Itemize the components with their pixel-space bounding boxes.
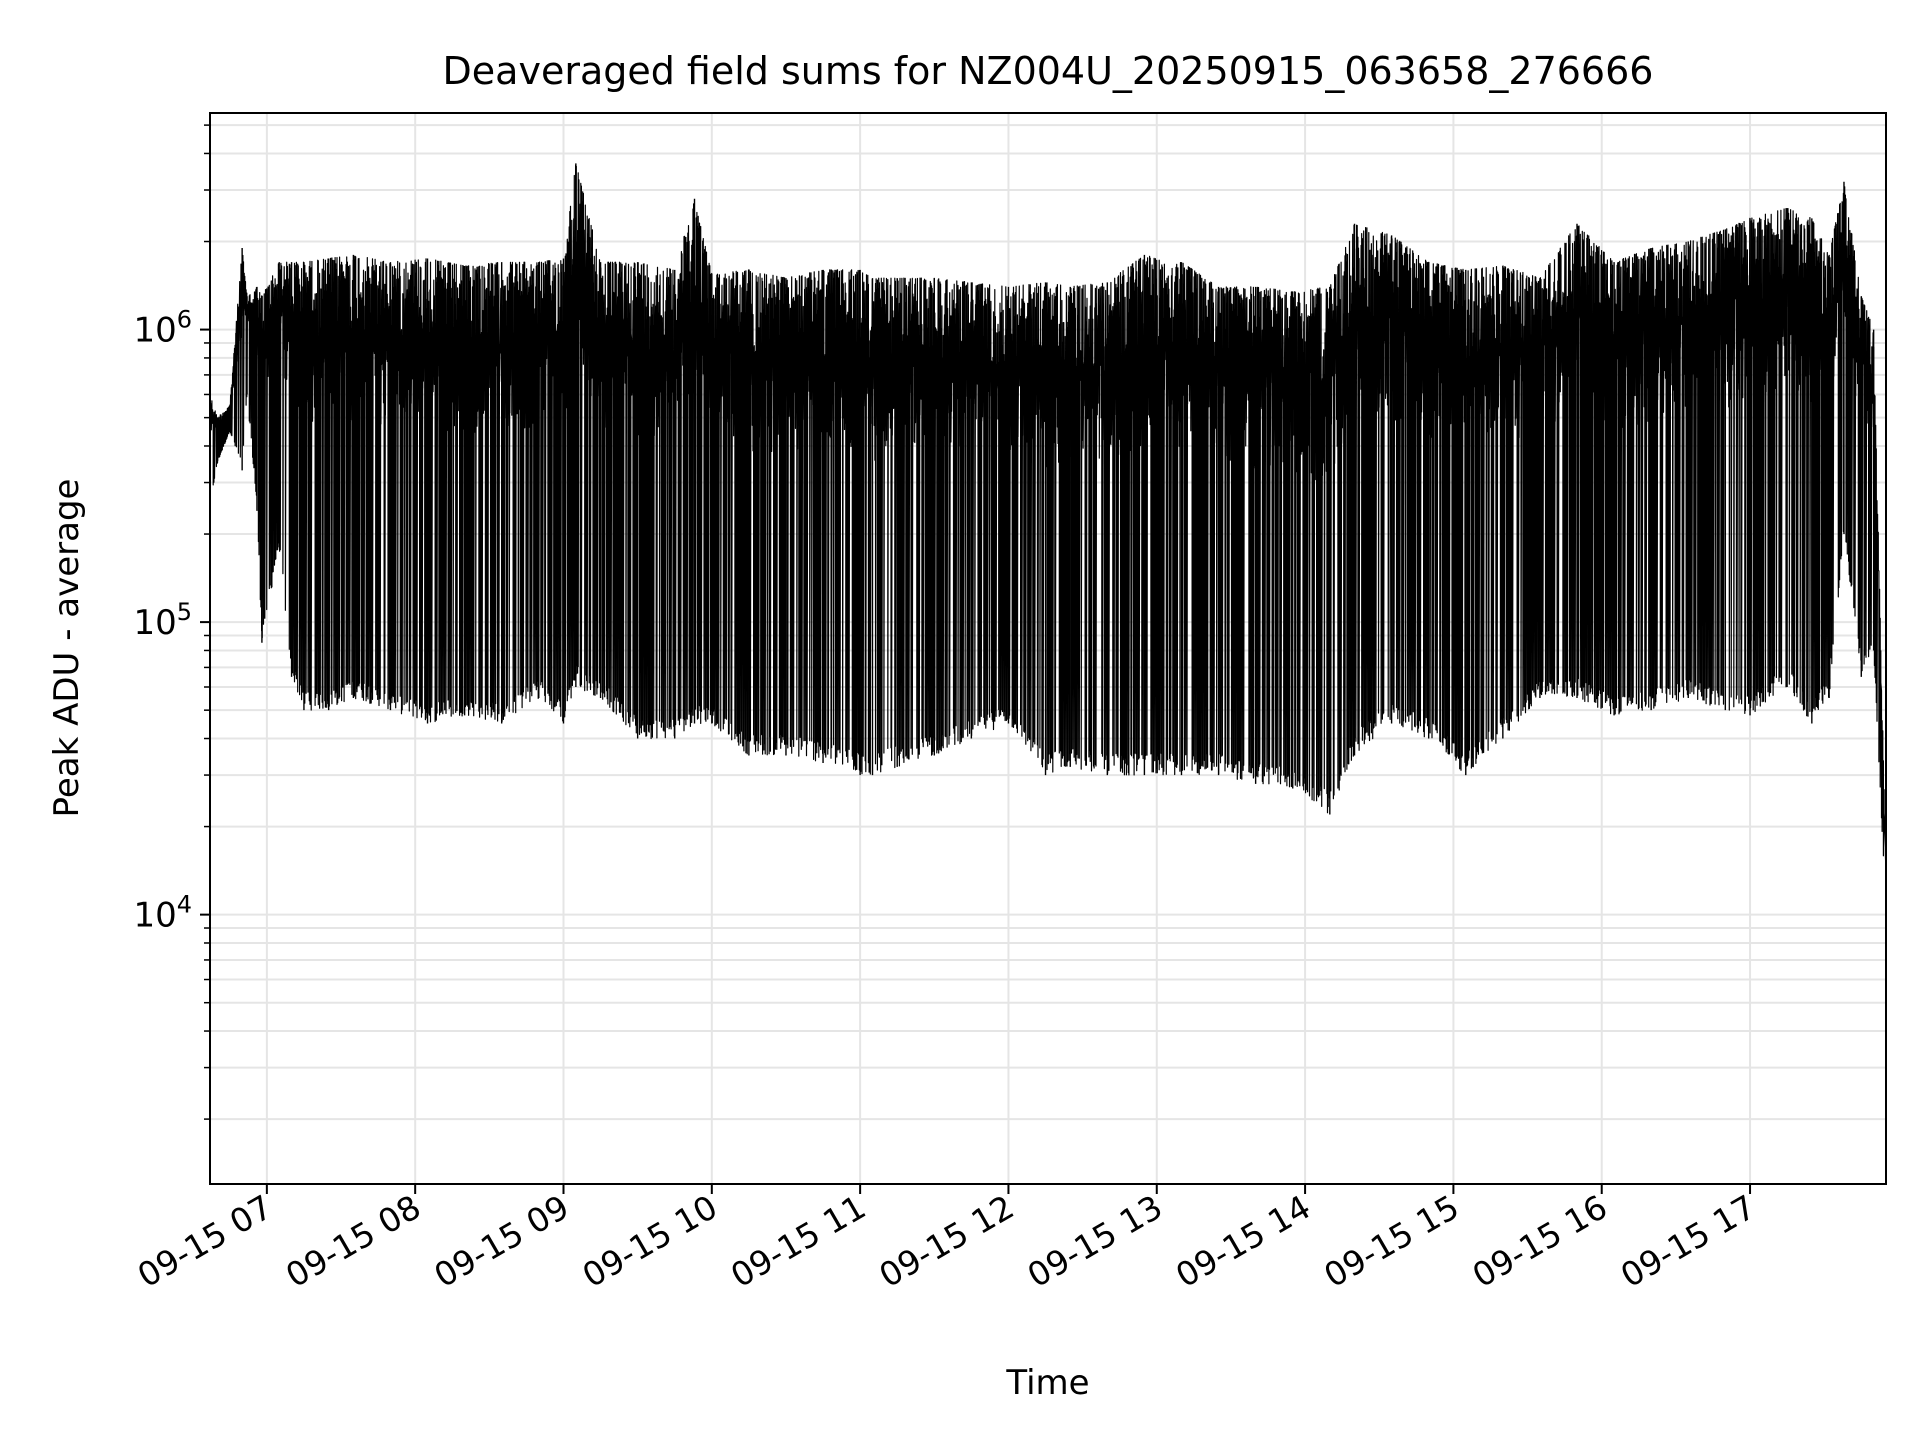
data-layer (209, 163, 1887, 915)
y-tick-label: 105 (133, 598, 192, 643)
chart-title: Deaveraged field sums for NZ004U_2025091… (443, 49, 1654, 93)
plot-frame (209, 112, 1887, 1185)
series-line (209, 164, 1887, 914)
y-tick-label: 106 (133, 306, 192, 351)
y-axis: 104 105 106 (133, 124, 210, 1120)
y-axis-label: Peak ADU - average (47, 479, 87, 818)
y-tick-label: 104 (133, 891, 192, 936)
x-axis-label: Time (1005, 1363, 1089, 1403)
